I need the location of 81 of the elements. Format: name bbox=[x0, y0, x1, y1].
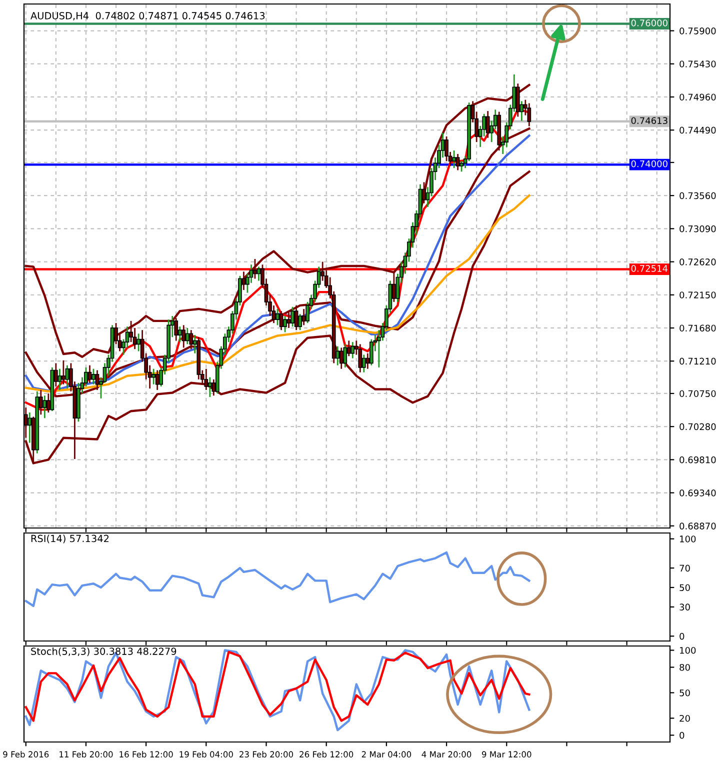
chart-title: RSI(14) 57.1342 bbox=[31, 534, 109, 544]
y-tick-label: 0.72620 bbox=[680, 258, 716, 266]
candlestick bbox=[42, 394, 47, 419]
x-tick-label: 26 Feb 12:00 bbox=[300, 751, 354, 758]
candlestick bbox=[65, 364, 70, 390]
candlestick bbox=[182, 324, 186, 348]
x-tick-label: 9 Feb 2016 bbox=[3, 751, 49, 758]
y-tick-label: 50 bbox=[680, 689, 690, 696]
y-tick-label: 50 bbox=[680, 584, 690, 592]
candlestick bbox=[92, 368, 96, 386]
y-tick-label: 0.72150 bbox=[680, 292, 716, 298]
candlestick bbox=[343, 343, 348, 368]
y-tick-label: 100 bbox=[680, 646, 696, 654]
ref-line-label: 0.72514 bbox=[631, 265, 668, 272]
line-series bbox=[24, 551, 530, 608]
y-tick-label: 0 bbox=[680, 632, 684, 640]
candlestick bbox=[95, 370, 100, 391]
candlestick bbox=[527, 102, 532, 127]
y-tick-label: 0.68870 bbox=[680, 522, 716, 530]
y-tick-label: 0.71210 bbox=[680, 358, 716, 365]
candlestick bbox=[358, 343, 362, 374]
candlestick bbox=[62, 360, 66, 386]
chart-title: Stoch(5,3,3) 30.3813 48.2279 bbox=[31, 647, 176, 656]
candlestick bbox=[350, 341, 355, 359]
y-tick-label: 0.70280 bbox=[680, 423, 716, 430]
candlestick bbox=[185, 327, 190, 345]
candlestick bbox=[444, 136, 448, 162]
x-tick-label: 23 Feb 20:00 bbox=[240, 751, 294, 758]
candlestick bbox=[208, 376, 212, 398]
y-tick-label: 0.75430 bbox=[680, 60, 716, 68]
candlestick bbox=[276, 308, 280, 326]
line-series bbox=[24, 194, 530, 392]
x-tick-label: 11 Feb 20:00 bbox=[60, 751, 113, 758]
x-tick-label: 16 Feb 12:00 bbox=[120, 751, 173, 758]
y-tick-label: 70 bbox=[680, 564, 690, 572]
x-tick-label: 19 Feb 04:00 bbox=[180, 751, 233, 758]
line-series bbox=[24, 170, 530, 464]
candlestick bbox=[253, 258, 257, 280]
candlestick bbox=[155, 370, 160, 391]
candlestick bbox=[339, 347, 344, 370]
ref-line-label: 0.76000 bbox=[631, 20, 668, 26]
candlestick bbox=[302, 308, 306, 326]
ref-line-label: 0.74613 bbox=[631, 117, 668, 124]
candlestick bbox=[88, 364, 92, 384]
candlestick bbox=[256, 266, 261, 282]
line-series bbox=[24, 84, 530, 358]
candlestick bbox=[290, 306, 294, 328]
candlestick bbox=[204, 368, 208, 391]
y-tick-label: 0.74490 bbox=[680, 126, 716, 134]
y-tick-label: 100 bbox=[680, 536, 696, 542]
x-tick-label: 4 Mar 20:00 bbox=[422, 751, 472, 758]
y-tick-label: 0.69810 bbox=[680, 456, 716, 464]
candlestick bbox=[286, 312, 291, 329]
candlestick bbox=[369, 338, 374, 366]
candlestick bbox=[298, 313, 302, 331]
y-tick-label: 20 bbox=[680, 714, 690, 722]
y-tick-label: 0.74960 bbox=[680, 94, 716, 101]
candlestick bbox=[486, 110, 490, 139]
candlestick bbox=[58, 368, 62, 391]
x-tick-label: 9 Mar 12:00 bbox=[482, 751, 532, 758]
candlestick bbox=[294, 304, 298, 331]
candlestick bbox=[452, 150, 456, 169]
y-tick-label: 30 bbox=[680, 604, 690, 611]
y-tick-label: 0 bbox=[680, 732, 684, 739]
ref-line-label: 0.74000 bbox=[631, 160, 668, 168]
y-tick-label: 0.71680 bbox=[680, 324, 716, 332]
candlestick bbox=[283, 315, 287, 333]
y-tick-label: 0.73560 bbox=[680, 192, 716, 200]
candlestick bbox=[460, 160, 464, 172]
text: AUDUSD,H4 0.74802 0.74871 0.74545 0.74613 bbox=[30, 12, 265, 20]
y-tick-label: 0.75900 bbox=[680, 27, 716, 34]
y-tick-label: 80 bbox=[680, 664, 690, 671]
candlestick bbox=[456, 153, 460, 171]
candlestick bbox=[174, 317, 178, 342]
candlestick bbox=[279, 310, 284, 331]
x-tick-label: 2 Mar 04:00 bbox=[362, 751, 412, 758]
y-tick-label: 0.73090 bbox=[680, 225, 716, 232]
y-tick-label: 0.70750 bbox=[680, 390, 716, 398]
candlestick bbox=[152, 368, 156, 386]
y-tick-label: 0.69340 bbox=[680, 490, 716, 496]
candlestick bbox=[189, 329, 194, 350]
